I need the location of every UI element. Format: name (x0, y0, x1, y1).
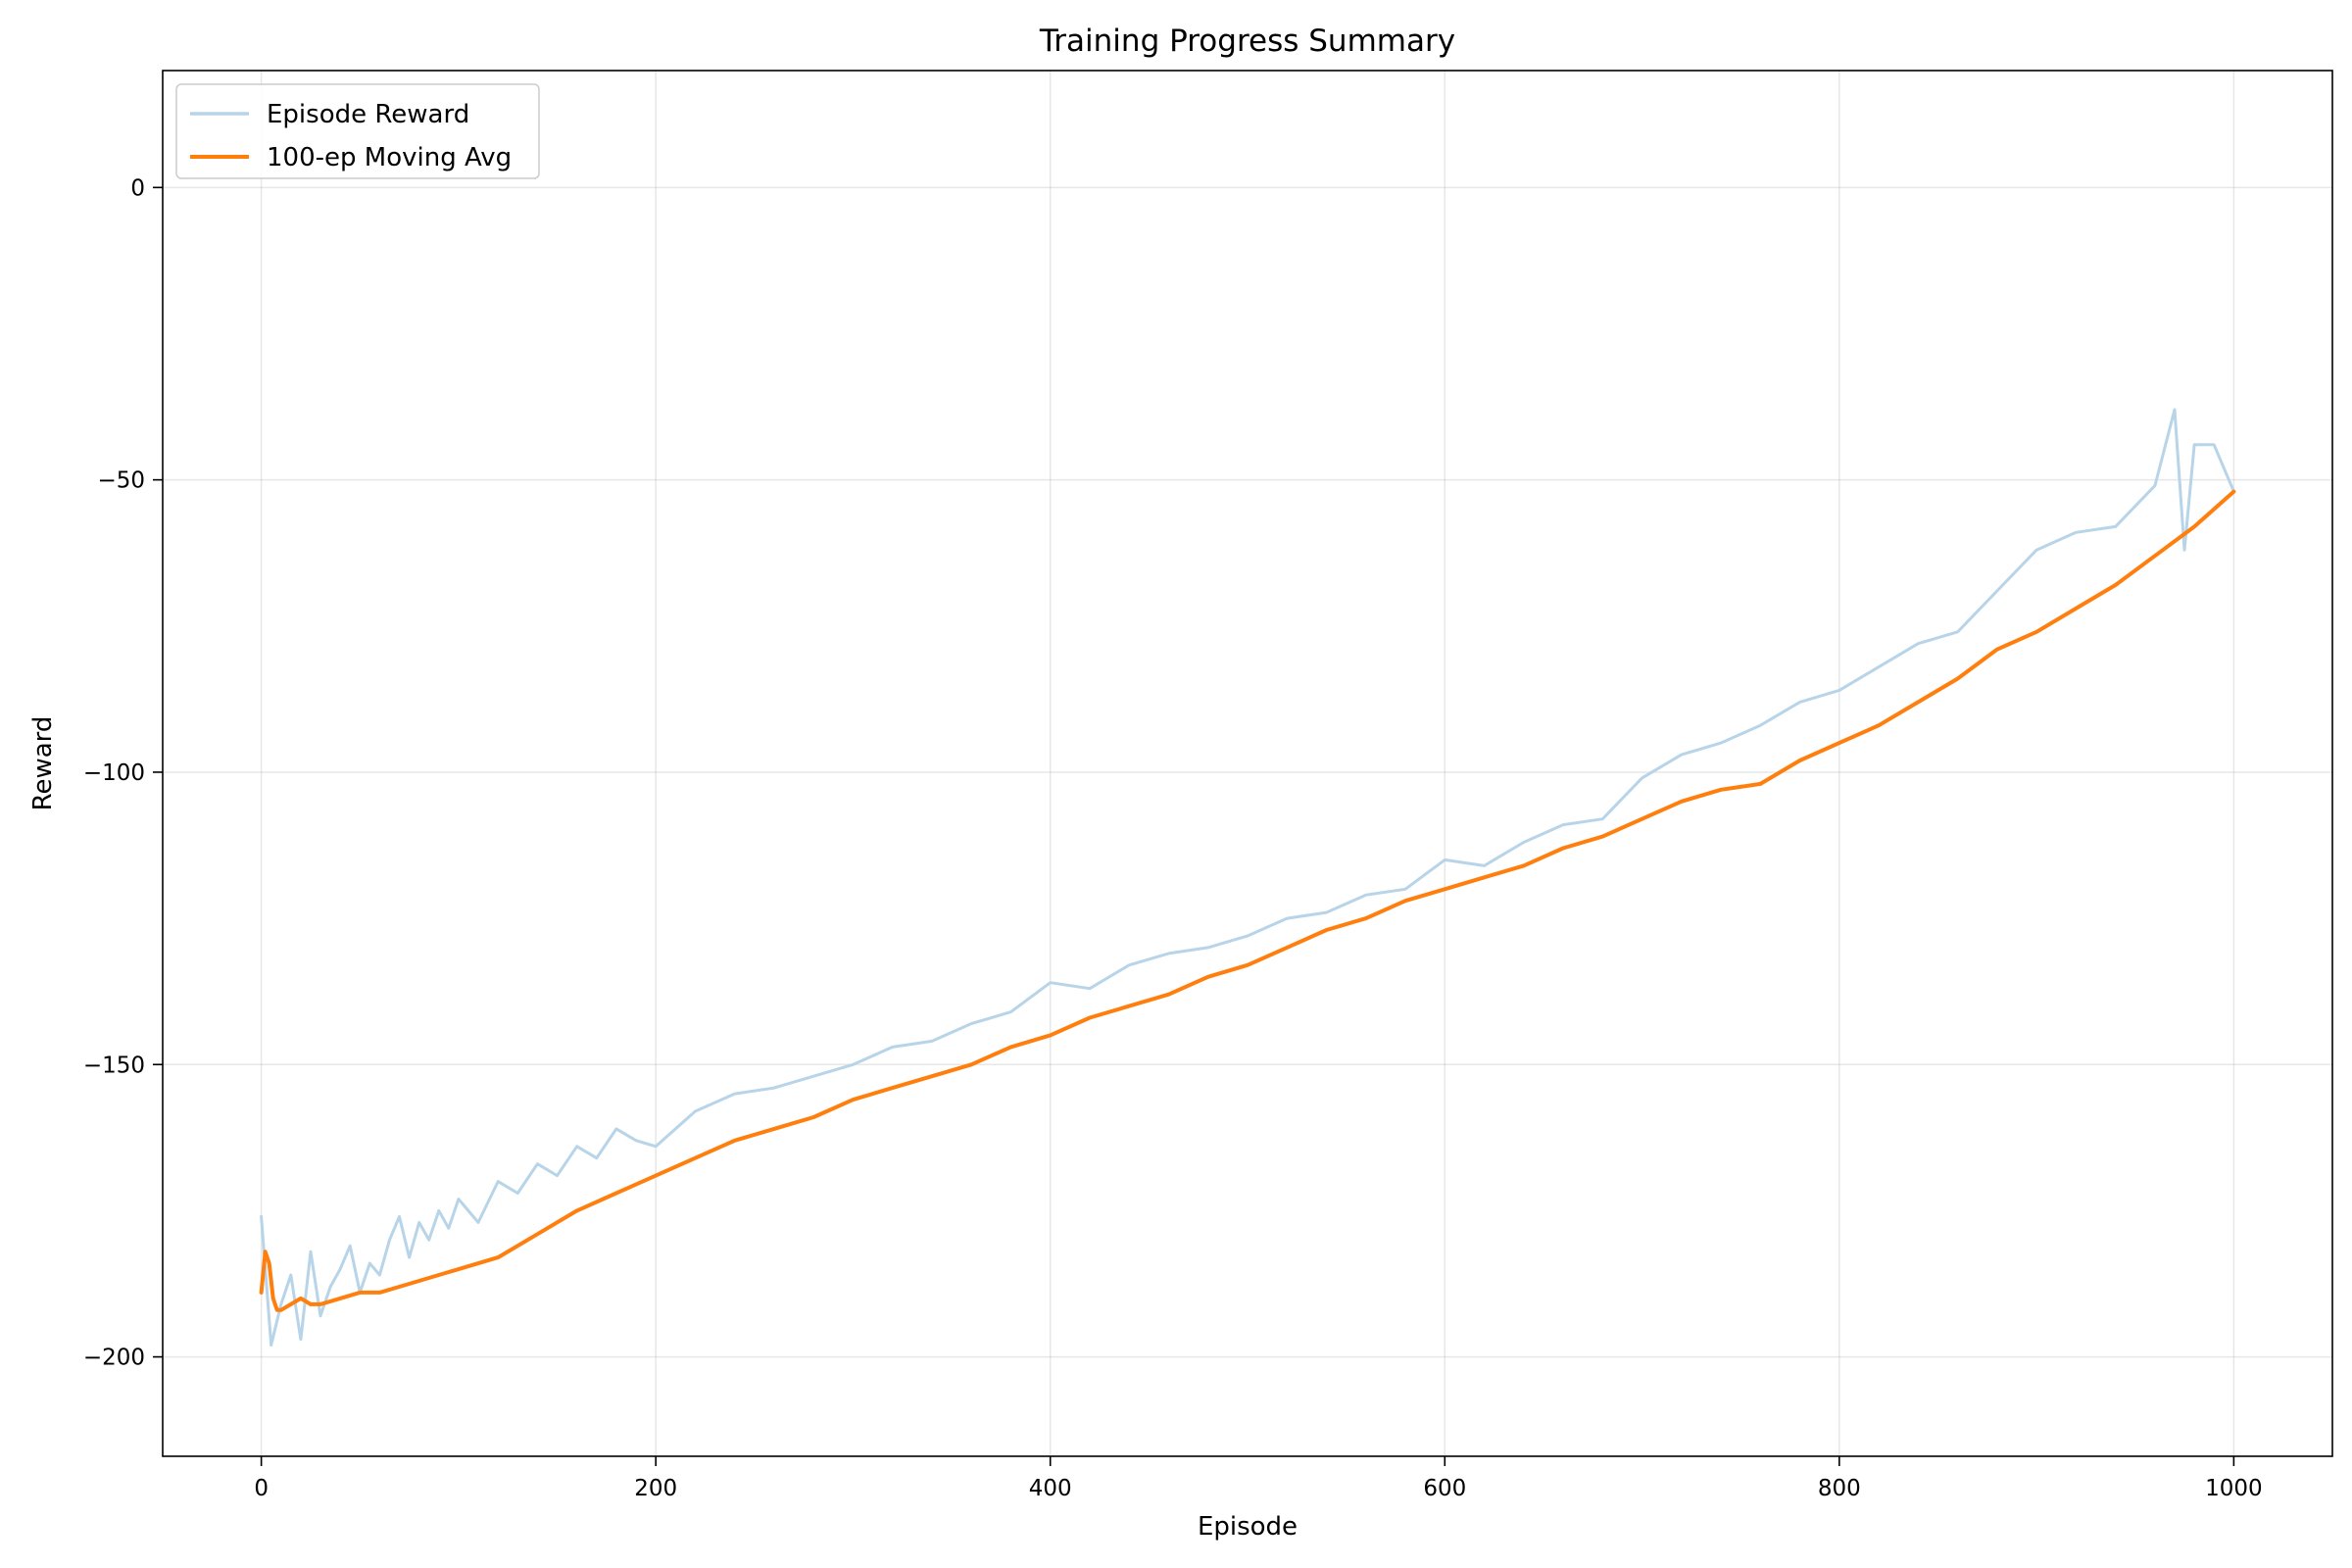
series-layer (259, 408, 2236, 1348)
series-line-episode-reward (260, 408, 2235, 1348)
y-tick-label: −200 (83, 1346, 145, 1371)
series-line-moving-avg (259, 489, 2236, 1312)
grid (163, 71, 2332, 1456)
y-tick-label: 0 (130, 175, 145, 201)
ticks: 0 200 400 600 800 1000 0 −50 −100 −150 −200 (83, 175, 2263, 1501)
x-tick-label: 1000 (2205, 1476, 2263, 1501)
y-tick-label: −100 (83, 760, 145, 786)
x-tick-label: 200 (634, 1476, 677, 1501)
legend-box (175, 83, 540, 179)
x-tick-label: 400 (1029, 1476, 1072, 1501)
legend: Episode Reward 100-ep Moving Avg (175, 83, 540, 179)
legend-label-moving-avg: 100-ep Moving Avg (267, 143, 512, 172)
x-axis-label: Episode (1198, 1512, 1298, 1542)
y-axis-label: Reward (28, 716, 58, 811)
plot-frame (162, 70, 2333, 1457)
legend-label-episode-reward: Episode Reward (267, 100, 469, 129)
y-tick-label: −150 (83, 1053, 145, 1078)
x-tick-label: 600 (1423, 1476, 1466, 1501)
x-tick-label: 800 (1818, 1476, 1861, 1501)
chart-title: Training Progress Summary (1039, 24, 1455, 59)
x-tick-label: 0 (254, 1476, 269, 1501)
y-tick-label: −50 (97, 468, 145, 494)
